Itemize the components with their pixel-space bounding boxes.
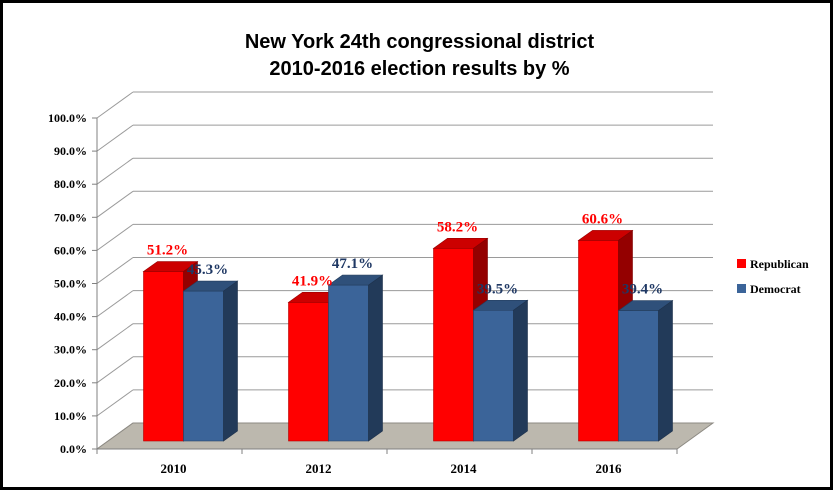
gridline-side bbox=[96, 190, 134, 218]
gridline-side bbox=[96, 323, 134, 351]
y-tick-label: 40.0% bbox=[54, 310, 87, 324]
bar-democrat-2016 bbox=[617, 300, 674, 442]
gridline-side bbox=[96, 389, 134, 417]
x-tick-label: 2010 bbox=[161, 461, 187, 476]
y-tick-label: 70.0% bbox=[54, 210, 87, 224]
bar-front bbox=[578, 240, 619, 442]
data-label-republican-2016: 60.6% bbox=[582, 211, 623, 227]
gridline-side bbox=[96, 91, 134, 119]
chart-title-line-2: 2010-2016 election results by % bbox=[269, 58, 570, 80]
gridline-side bbox=[96, 157, 134, 185]
y-tick-label: 10.0% bbox=[54, 409, 87, 423]
bar-front bbox=[288, 302, 329, 442]
legend: Republican Democrat bbox=[737, 257, 809, 296]
gridline-side bbox=[96, 356, 134, 384]
data-label-democrat-2012: 47.1% bbox=[332, 256, 373, 272]
y-tick-label: 100.0% bbox=[48, 111, 87, 125]
bar-front bbox=[433, 248, 474, 442]
bar-democrat-2012 bbox=[327, 274, 384, 442]
legend-label-democrat: Democrat bbox=[750, 282, 801, 296]
bar-side bbox=[513, 299, 528, 442]
y-tick-label: 30.0% bbox=[54, 343, 87, 357]
bar-front bbox=[618, 310, 659, 442]
y-tick-label: 50.0% bbox=[54, 277, 87, 291]
x-tick-label: 2014 bbox=[451, 461, 478, 476]
chart-title: New York 24th congressional district 201… bbox=[3, 29, 833, 83]
data-label-democrat-2016: 39.4% bbox=[622, 282, 663, 298]
x-axis: 2010 2012 2014 2016 bbox=[96, 449, 678, 476]
gridline-side bbox=[96, 257, 134, 284]
data-label-republican-2012: 41.9% bbox=[292, 273, 333, 289]
bar-front bbox=[183, 290, 224, 442]
legend-label-republican: Republican bbox=[750, 257, 809, 271]
chart-title-line-1: New York 24th congressional district bbox=[244, 31, 595, 53]
bar-democrat-2010 bbox=[182, 280, 239, 442]
x-tick-label: 2012 bbox=[306, 461, 332, 476]
bar-front bbox=[143, 271, 184, 442]
legend-swatch-democrat bbox=[737, 284, 746, 293]
data-label-democrat-2010: 45.3% bbox=[187, 262, 228, 278]
x-tick-label: 2016 bbox=[596, 461, 623, 476]
legend-swatch-republican bbox=[737, 259, 746, 268]
y-tick-label: 60.0% bbox=[54, 243, 87, 257]
data-label-republican-2014: 58.2% bbox=[437, 219, 478, 235]
bar-side bbox=[658, 300, 673, 442]
bar-side bbox=[368, 274, 383, 442]
gridline-side bbox=[96, 290, 134, 318]
bar-democrat-2014 bbox=[472, 299, 529, 442]
y-axis: 0.0% 10.0% 20.0% 30.0% 40.0% 50.0% 60.0% 70.0% 8… bbox=[48, 111, 97, 456]
y-tick-label: 80.0% bbox=[54, 177, 87, 191]
data-label-republican-2010: 51.2% bbox=[147, 243, 188, 259]
bar-front bbox=[473, 309, 514, 442]
data-label-democrat-2014: 39.5% bbox=[477, 281, 518, 297]
y-tick-label: 20.0% bbox=[54, 376, 87, 390]
bars bbox=[142, 229, 674, 442]
bar-side bbox=[223, 280, 238, 442]
bar-front bbox=[328, 284, 369, 442]
data-labels: 51.2% 45.3% 41.9%47.1% 58.2% 39.5% 60.6% 39.4% bbox=[147, 211, 663, 297]
gridline-side bbox=[96, 124, 134, 152]
y-tick-label: 90.0% bbox=[54, 144, 87, 158]
gridline-side bbox=[96, 223, 134, 251]
y-tick-label: 0.0% bbox=[60, 442, 87, 456]
